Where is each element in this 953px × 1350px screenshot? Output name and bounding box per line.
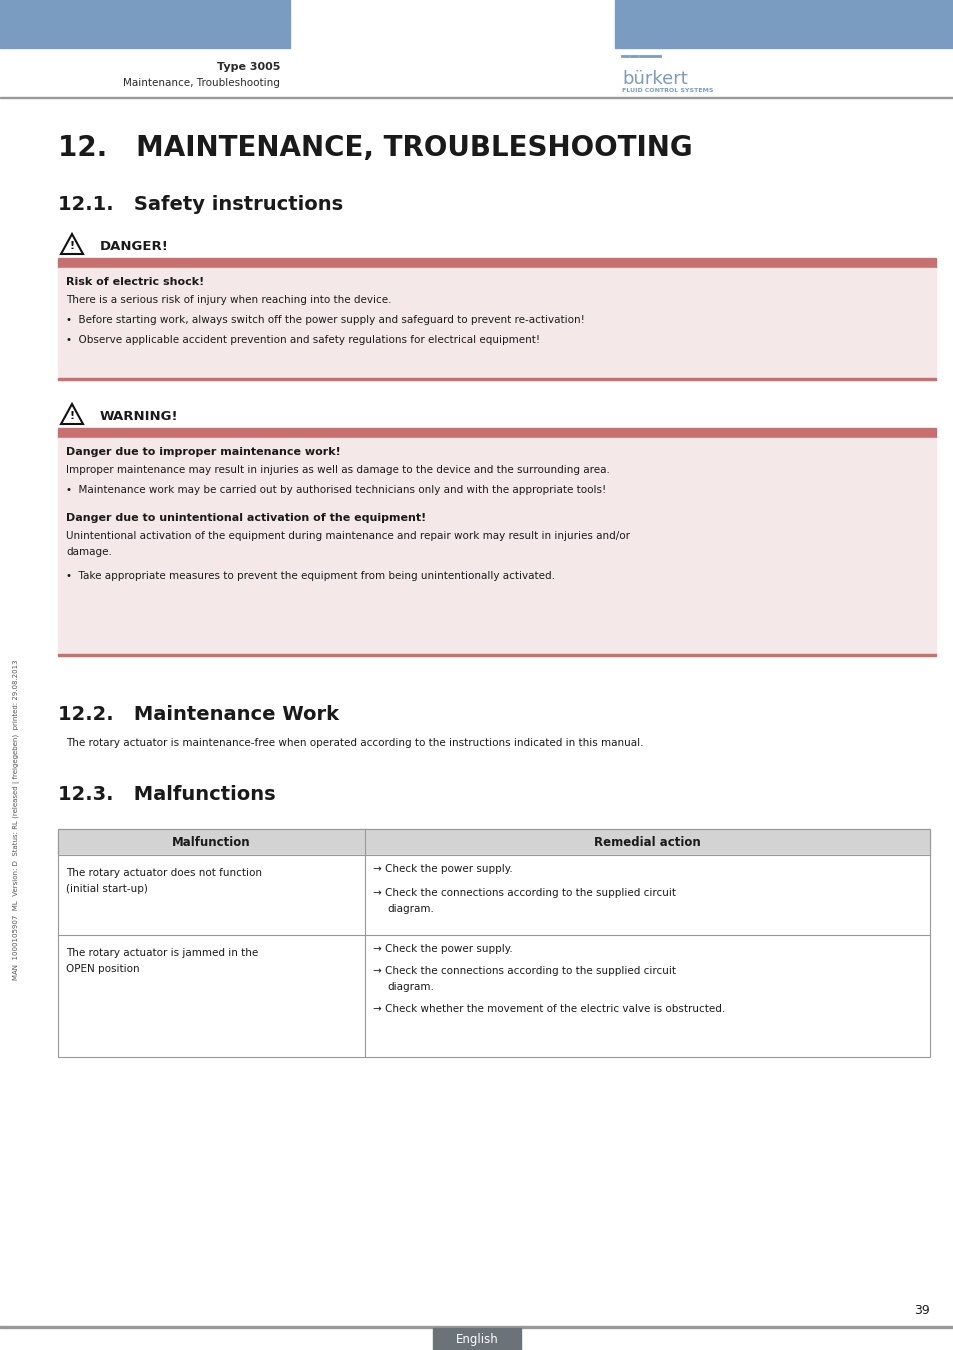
Text: •  Before starting work, always switch off the power supply and safeguard to pre: • Before starting work, always switch of… [66, 315, 584, 325]
Text: !: ! [70, 412, 74, 421]
Bar [58, 829, 929, 855]
Polygon shape [61, 404, 83, 424]
Text: There is a serious risk of injury when reaching into the device.: There is a serious risk of injury when r… [66, 296, 391, 305]
Text: WARNING!: WARNING! [100, 409, 178, 423]
Text: The rotary actuator does not function: The rotary actuator does not function [66, 868, 262, 878]
Text: FLUID CONTROL SYSTEMS: FLUID CONTROL SYSTEMS [621, 88, 713, 93]
Bar [433, 1328, 520, 1350]
Text: !: ! [70, 242, 74, 251]
Bar [58, 936, 929, 1057]
Text: (initial start-up): (initial start-up) [66, 884, 148, 894]
Text: Risk of electric shock!: Risk of electric shock! [66, 277, 204, 288]
Bar [0, 1326, 953, 1327]
Text: 12.2.   Maintenance Work: 12.2. Maintenance Work [58, 706, 338, 725]
Bar [58, 258, 935, 269]
Text: Type 3005: Type 3005 [216, 62, 280, 72]
Text: The rotary actuator is jammed in the: The rotary actuator is jammed in the [66, 948, 258, 958]
Text: diagram.: diagram. [387, 981, 434, 992]
Text: •  Maintenance work may be carried out by authorised technicians only and with t: • Maintenance work may be carried out by… [66, 485, 605, 495]
Text: MAN  1000105907  ML  Version: D  Status: RL (released | freigegeben)  printed: 2: MAN 1000105907 ML Version: D Status: RL … [13, 660, 20, 980]
Text: 12.   MAINTENANCE, TROUBLESHOOTING: 12. MAINTENANCE, TROUBLESHOOTING [58, 134, 692, 162]
Text: Malfunction: Malfunction [172, 836, 251, 849]
Text: Remedial action: Remedial action [594, 836, 700, 849]
Text: •  Take appropriate measures to prevent the equipment from being unintentionally: • Take appropriate measures to prevent t… [66, 571, 555, 580]
Text: 12.1.   Safety instructions: 12.1. Safety instructions [58, 196, 343, 215]
Bar [58, 653, 935, 656]
Text: → Check the connections according to the supplied circuit: → Check the connections according to the… [373, 888, 676, 898]
Text: bürkert: bürkert [621, 70, 687, 88]
Text: damage.: damage. [66, 547, 112, 558]
Text: The rotary actuator is maintenance-free when operated according to the instructi: The rotary actuator is maintenance-free … [66, 738, 643, 748]
Text: Unintentional activation of the equipment during maintenance and repair work may: Unintentional activation of the equipmen… [66, 531, 629, 541]
Bar [58, 437, 935, 656]
Text: → Check whether the movement of the electric valve is obstructed.: → Check whether the movement of the elec… [373, 1004, 724, 1014]
Polygon shape [61, 234, 83, 254]
Text: diagram.: diagram. [387, 904, 434, 914]
Text: OPEN position: OPEN position [66, 964, 139, 973]
Bar [615, 0, 953, 49]
Bar [0, 0, 290, 49]
Text: → Check the power supply.: → Check the power supply. [373, 944, 512, 954]
Text: 39: 39 [913, 1304, 929, 1316]
Text: Maintenance, Troubleshooting: Maintenance, Troubleshooting [123, 78, 280, 88]
Bar [58, 378, 935, 379]
Text: → Check the connections according to the supplied circuit: → Check the connections according to the… [373, 967, 676, 976]
Text: •  Observe applicable accident prevention and safety regulations for electrical : • Observe applicable accident prevention… [66, 335, 539, 346]
Text: Danger due to unintentional activation of the equipment!: Danger due to unintentional activation o… [66, 513, 426, 522]
Text: → Check the power supply.: → Check the power supply. [373, 864, 512, 873]
Bar [58, 855, 929, 936]
Text: DANGER!: DANGER! [100, 239, 169, 252]
Text: Improper maintenance may result in injuries as well as damage to the device and : Improper maintenance may result in injur… [66, 464, 609, 475]
Text: English: English [456, 1332, 497, 1346]
Bar [58, 269, 935, 379]
Bar [58, 428, 935, 437]
Text: Danger due to improper maintenance work!: Danger due to improper maintenance work! [66, 447, 340, 458]
Bar [58, 829, 929, 1057]
Text: 12.3.   Malfunctions: 12.3. Malfunctions [58, 786, 275, 805]
